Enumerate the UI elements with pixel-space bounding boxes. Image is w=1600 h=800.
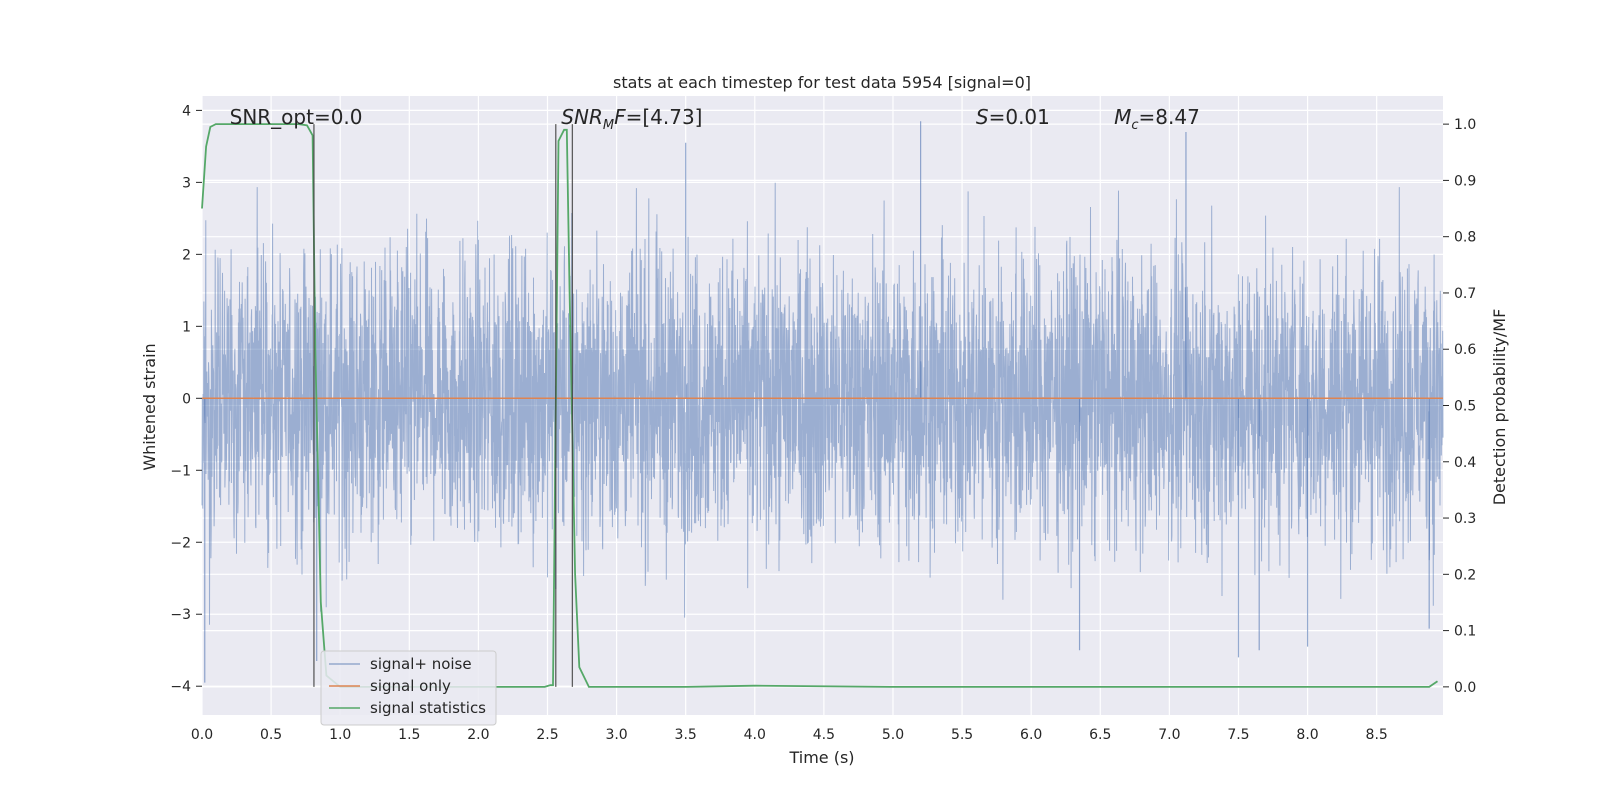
legend-label-2: signal statistics bbox=[370, 699, 486, 717]
annotations: SNR_opt=0.0 SNRMF=[4.73] S=0.01 Mc=8.47 bbox=[230, 105, 1200, 133]
y2-tick-label-4: 0.6 bbox=[1454, 342, 1476, 358]
y2-tick-label-3: 0.7 bbox=[1454, 286, 1476, 302]
x-tick-label-13: 6.5 bbox=[1089, 727, 1111, 743]
chart-title: stats at each timestep for test data 595… bbox=[613, 73, 1031, 92]
y-tick-label-8: −4 bbox=[170, 679, 191, 695]
y-tick-label-5: −1 bbox=[170, 463, 191, 479]
x-tick-label-11: 5.5 bbox=[951, 727, 973, 743]
x-axis-label: Time (s) bbox=[788, 748, 854, 767]
x-tick-label-3: 1.5 bbox=[398, 727, 420, 743]
x-tick-label-5: 2.5 bbox=[536, 727, 558, 743]
y-tick-label-1: 3 bbox=[182, 175, 191, 191]
x-tick-label-2: 1.0 bbox=[329, 727, 351, 743]
x-tick-label-14: 7.0 bbox=[1158, 727, 1180, 743]
x-tick-label-12: 6.0 bbox=[1020, 727, 1042, 743]
x-tick-label-15: 7.5 bbox=[1227, 727, 1249, 743]
x-tick-label-7: 3.5 bbox=[675, 727, 697, 743]
legend-label-0: signal+ noise bbox=[370, 655, 472, 673]
x-axis-ticks: 0.0 0.5 1.0 1.5 2.0 2.5 3.0 3.5 4.0 4.5 5.0 5.5 6.0 6… bbox=[191, 727, 1388, 743]
y2-axis-label: Detection probability/MF bbox=[1490, 309, 1509, 506]
x-tick-label-8: 4.0 bbox=[744, 727, 766, 743]
legend-label-1: signal only bbox=[370, 677, 451, 695]
x-tick-label-10: 5.0 bbox=[882, 727, 904, 743]
y2-tick-label-8: 0.2 bbox=[1454, 567, 1476, 583]
x-tick-label-17: 8.5 bbox=[1366, 727, 1388, 743]
x-tick-label-16: 8.0 bbox=[1296, 727, 1318, 743]
y2-tick-label-9: 0.1 bbox=[1454, 624, 1476, 640]
y2-tick-label-2: 0.8 bbox=[1454, 230, 1476, 246]
y2-tick-label-1: 0.9 bbox=[1454, 173, 1476, 189]
y-tick-label-2: 2 bbox=[182, 247, 191, 263]
annotation-0: SNR_opt=0.0 bbox=[230, 105, 363, 129]
x-tick-label-0: 0.0 bbox=[191, 727, 213, 743]
y2-tick-label-5: 0.5 bbox=[1454, 399, 1476, 415]
annotation-3: Mc=8.47 bbox=[1114, 105, 1200, 133]
annotation-1: SNRMF=[4.73] bbox=[561, 105, 702, 133]
y-tick-label-6: −2 bbox=[170, 535, 191, 551]
y-tick-label-4: 0 bbox=[182, 391, 191, 407]
y-tick-label-0: 4 bbox=[182, 103, 191, 119]
legend-box bbox=[320, 650, 497, 726]
x-tick-label-4: 2.0 bbox=[467, 727, 489, 743]
y-tick-label-7: −3 bbox=[170, 607, 191, 623]
y2-tick-label-10: 0.0 bbox=[1454, 680, 1476, 696]
x-tick-label-9: 4.5 bbox=[813, 727, 835, 743]
y-axis-label: Whitened strain bbox=[140, 343, 159, 470]
signal-noise-line bbox=[201, 182, 1444, 625]
y2-tick-label-0: 1.0 bbox=[1454, 117, 1476, 133]
y2-tick-label-7: 0.3 bbox=[1454, 511, 1476, 527]
y-tick-label-3: 1 bbox=[182, 319, 191, 335]
y2-axis-ticks: 1.0 0.9 0.8 0.7 0.6 0.5 0.4 0.3 0.2 0.1 0.0 bbox=[1443, 117, 1476, 696]
y-axis-ticks: 4 3 2 1 0 −1 −2 −3 −4 bbox=[170, 103, 202, 695]
annotation-2: S=0.01 bbox=[976, 105, 1050, 129]
vertical-markers bbox=[313, 124, 574, 687]
x-tick-label-1: 0.5 bbox=[260, 727, 282, 743]
y2-tick-label-6: 0.4 bbox=[1454, 455, 1476, 471]
legend: signal+ noise signal only signal statist… bbox=[320, 650, 497, 726]
x-tick-label-6: 3.0 bbox=[605, 727, 627, 743]
